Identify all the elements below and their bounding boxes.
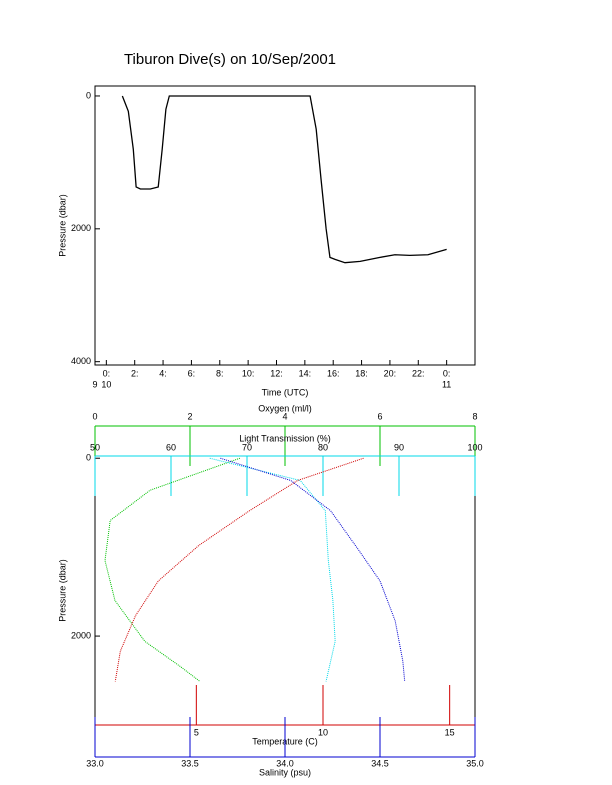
chart-title: Tiburon Dive(s) on 10/Sep/2001 — [124, 51, 336, 68]
y-axis-label: Pressure (dbar) — [57, 194, 67, 257]
x-axis-label: Oxygen (ml/l) — [258, 403, 312, 413]
x-axis-label: Time (UTC) — [262, 387, 309, 397]
x-tick-label: 16: — [327, 368, 340, 378]
profile-line — [114, 457, 364, 682]
x-tick-label: 0: — [443, 368, 451, 378]
x-tick-label: 2: — [131, 368, 139, 378]
x-tick-label: 35.0 — [466, 758, 484, 768]
x-tick-label: 18: — [355, 368, 368, 378]
x-tick-label: 4 — [282, 411, 287, 421]
y-tick-label: 2000 — [71, 630, 91, 640]
y-tick-label: 4000 — [71, 356, 91, 366]
day-label: 9 — [92, 379, 97, 389]
x-tick-label: 34.0 — [276, 758, 294, 768]
data-line — [121, 95, 447, 264]
x-tick-label: 10: — [242, 368, 255, 378]
x-tick-label: 33.0 — [86, 758, 104, 768]
x-tick-label: 10 — [318, 727, 328, 737]
profile-line — [209, 457, 336, 682]
x-tick-label: 5 — [194, 727, 199, 737]
x-axis-label: Light Transmission (%) — [239, 433, 331, 443]
x-tick-label: 14: — [299, 368, 312, 378]
x-tick-label: 60 — [166, 442, 176, 452]
x-tick-label: 20: — [384, 368, 397, 378]
day-label: 11 — [442, 379, 451, 389]
y-axis-label: Pressure (dbar) — [57, 559, 67, 622]
x-tick-label: 22: — [412, 368, 425, 378]
plot-frame — [94, 85, 476, 366]
day-label: 10 — [101, 379, 111, 389]
y-tick-label: 0 — [86, 90, 91, 100]
y-tick-label: 0 — [86, 453, 91, 463]
x-axis-label: Salinity (psu) — [259, 767, 311, 777]
x-tick-label: 0 — [92, 411, 97, 421]
x-tick-label: 8 — [472, 411, 477, 421]
x-tick-label: 90 — [394, 442, 404, 452]
profile-line — [104, 457, 241, 682]
x-tick-label: 34.5 — [371, 758, 389, 768]
x-tick-label: 6: — [188, 368, 196, 378]
x-tick-label: 2 — [187, 411, 192, 421]
x-tick-label: 6 — [377, 411, 382, 421]
x-tick-label: 8: — [216, 368, 224, 378]
profile-line — [220, 457, 406, 682]
x-tick-label: 4: — [159, 368, 167, 378]
x-tick-label: 80 — [318, 442, 328, 452]
plot-frame — [94, 455, 476, 726]
x-tick-label: 100 — [467, 442, 482, 452]
x-tick-label: 70 — [242, 442, 252, 452]
x-tick-label: 50 — [90, 442, 100, 452]
x-tick-label: 15 — [445, 727, 455, 737]
y-tick-label: 2000 — [71, 223, 91, 233]
x-tick-label: 12: — [270, 368, 283, 378]
x-tick-label: 33.5 — [181, 758, 199, 768]
x-tick-label: 0: — [103, 368, 111, 378]
